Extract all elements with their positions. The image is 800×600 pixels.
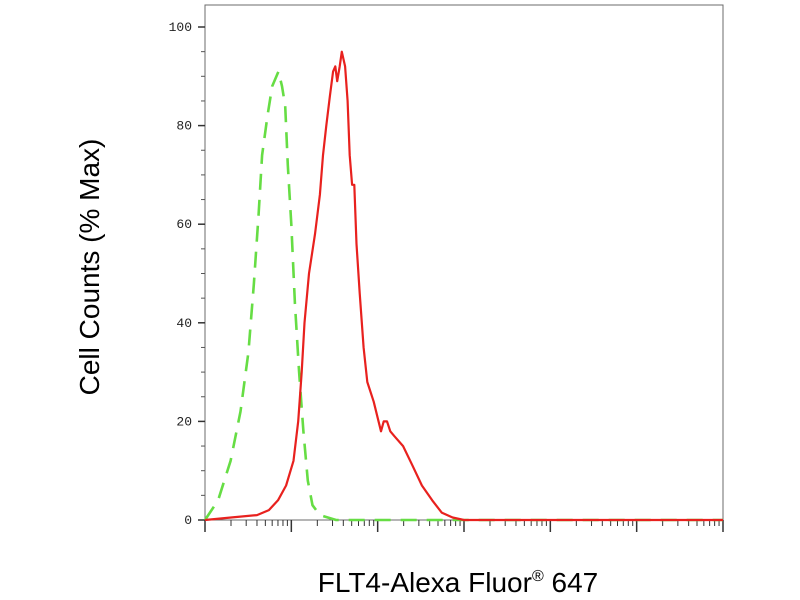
y-axis-title: Cell Counts (% Max) bbox=[74, 139, 105, 396]
y-tick-label: 40 bbox=[176, 316, 192, 331]
plot-frame bbox=[204, 4, 724, 521]
stained-histogram-line bbox=[204, 50, 723, 522]
y-tick-label: 80 bbox=[176, 119, 192, 134]
y-tick-label: 20 bbox=[176, 414, 192, 429]
y-axis-ticks: 0 20 40 60 80 100 bbox=[169, 20, 205, 528]
x-axis-title-main: FLT4-Alexa Fluor bbox=[318, 567, 532, 598]
x-axis-title: FLT4-Alexa Fluor® 647 bbox=[318, 567, 599, 598]
control-histogram-line bbox=[203, 70, 723, 522]
y-tick-label: 0 bbox=[184, 513, 192, 528]
y-tick-label: 100 bbox=[169, 20, 192, 35]
x-axis-title-registered-mark: ® bbox=[532, 568, 544, 585]
y-tick-label: 60 bbox=[176, 217, 192, 232]
x-axis-title-number: 647 bbox=[544, 567, 599, 598]
series-layer bbox=[203, 50, 723, 522]
x-axis-ticks bbox=[204, 520, 724, 532]
